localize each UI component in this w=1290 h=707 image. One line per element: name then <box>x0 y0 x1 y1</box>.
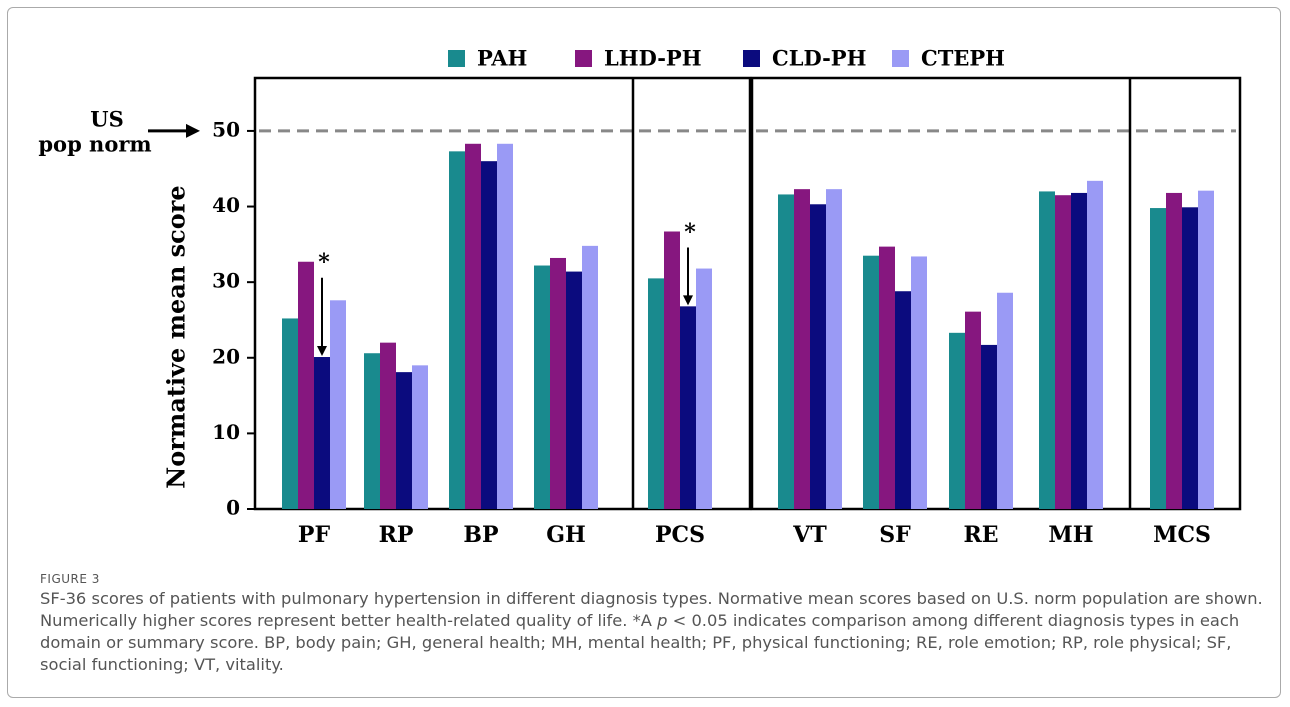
bar <box>380 342 396 509</box>
caption-text: < 0.05 indicates comparison among differ… <box>40 611 1240 674</box>
bar <box>1198 190 1214 509</box>
x-tick-label: MCS <box>1153 522 1211 548</box>
legend-label: CLD-PH <box>772 46 866 71</box>
bar <box>794 189 810 509</box>
y-tick-label: 50 <box>212 117 240 141</box>
x-tick-label: GH <box>546 522 586 548</box>
x-tick-label: RE <box>963 522 998 548</box>
bar <box>997 292 1013 509</box>
bar <box>449 151 465 509</box>
caption-text: SF-36 scores of patients with pulmonary … <box>40 589 1263 630</box>
x-tick-label: VT <box>792 522 827 548</box>
legend-swatch <box>743 50 760 67</box>
bar <box>481 161 497 509</box>
bar <box>566 271 582 509</box>
annotation-arrowhead <box>683 295 693 306</box>
legend-label: PAH <box>477 46 527 71</box>
bar <box>550 257 566 509</box>
bar <box>778 194 794 509</box>
x-tick-label: PF <box>298 522 331 548</box>
legend-swatch <box>448 50 465 67</box>
bar <box>396 372 412 509</box>
reference-label: US <box>90 106 123 131</box>
x-tick-label: RP <box>379 522 414 548</box>
x-tick-label: PCS <box>655 522 705 548</box>
bar <box>949 332 965 509</box>
y-tick-label: 20 <box>212 344 240 368</box>
bar <box>981 344 997 509</box>
bar <box>1087 180 1103 509</box>
bar <box>680 306 696 509</box>
legend-label: CTEPH <box>921 46 1005 71</box>
legend-swatch <box>892 50 909 67</box>
bar <box>648 278 664 509</box>
bar <box>1039 191 1055 509</box>
bar <box>314 357 330 509</box>
bar <box>582 245 598 509</box>
legend-swatch <box>575 50 592 67</box>
bar <box>497 143 513 509</box>
x-tick-label: SF <box>879 522 911 548</box>
legend-label: LHD-PH <box>604 46 702 71</box>
bar <box>465 143 481 509</box>
bar <box>895 291 911 509</box>
bar <box>298 261 314 509</box>
bar <box>911 256 927 509</box>
figure-label: FIGURE 3 <box>40 572 100 586</box>
bar <box>879 246 895 509</box>
bar <box>664 231 680 509</box>
bar <box>1055 195 1071 509</box>
bar <box>965 311 981 509</box>
x-tick-label: BP <box>463 522 498 548</box>
bar <box>1182 207 1198 510</box>
bar <box>412 365 428 509</box>
annotation: * <box>684 219 696 245</box>
bar <box>863 255 879 509</box>
bar <box>1150 208 1166 509</box>
bar <box>696 268 712 509</box>
bar <box>810 204 826 509</box>
y-tick-label: 0 <box>226 496 240 520</box>
bar <box>1071 192 1087 509</box>
figure-frame <box>7 7 1281 698</box>
bar <box>826 189 842 509</box>
annotation-arrowhead <box>317 346 327 357</box>
bar <box>1166 192 1182 509</box>
bar <box>330 300 346 509</box>
annotation: * <box>318 250 330 276</box>
y-axis-label: Normative mean score <box>162 185 191 488</box>
reference-label: pop norm <box>38 131 151 156</box>
bar <box>364 353 380 509</box>
bar <box>534 265 550 509</box>
y-tick-label: 10 <box>212 420 240 444</box>
bar <box>282 318 298 509</box>
y-tick-label: 40 <box>212 193 240 217</box>
caption-italic: p <box>657 611 668 630</box>
reference-arrowhead <box>186 123 200 138</box>
x-tick-label: MH <box>1048 522 1093 548</box>
caption: SF-36 scores of patients with pulmonary … <box>40 588 1280 676</box>
y-tick-label: 30 <box>212 269 240 293</box>
